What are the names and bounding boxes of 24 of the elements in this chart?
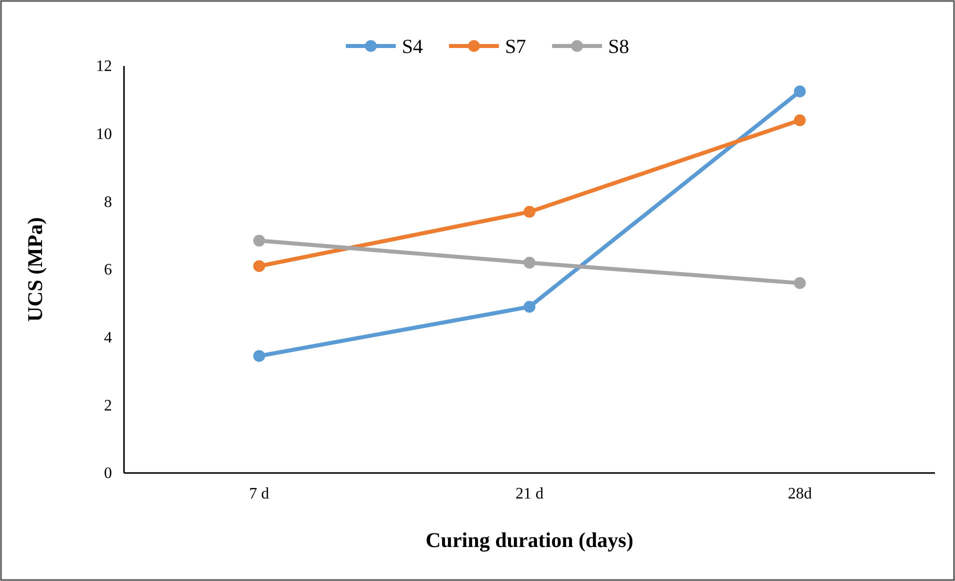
x-tick-label: 7 d <box>249 485 270 502</box>
point <box>253 350 266 362</box>
point <box>524 300 536 313</box>
y-tick-label: 12 <box>96 58 112 76</box>
y-tick-label: 0 <box>104 465 112 482</box>
y-tick-label: 6 <box>104 262 112 279</box>
x-axis-title: Curing duration (days) <box>426 528 634 552</box>
legend-label: S4 <box>402 36 423 58</box>
point <box>253 234 266 247</box>
y-tick-label: 10 <box>96 126 112 143</box>
x-tick-label: 28d <box>788 485 812 502</box>
y-tick-label: 8 <box>104 194 112 211</box>
point <box>794 86 806 98</box>
y-tick-label: 2 <box>104 397 112 414</box>
point <box>253 260 266 272</box>
point <box>794 114 806 126</box>
point <box>524 256 536 269</box>
point <box>524 206 536 218</box>
legend-label: S7 <box>504 36 526 58</box>
x-tick-label: 21 d <box>516 485 544 502</box>
point <box>794 277 806 289</box>
y-tick-label: 4 <box>104 329 112 346</box>
legend-label: S8 <box>608 36 630 58</box>
y-axis-title: UCS (MPa) <box>23 217 47 322</box>
